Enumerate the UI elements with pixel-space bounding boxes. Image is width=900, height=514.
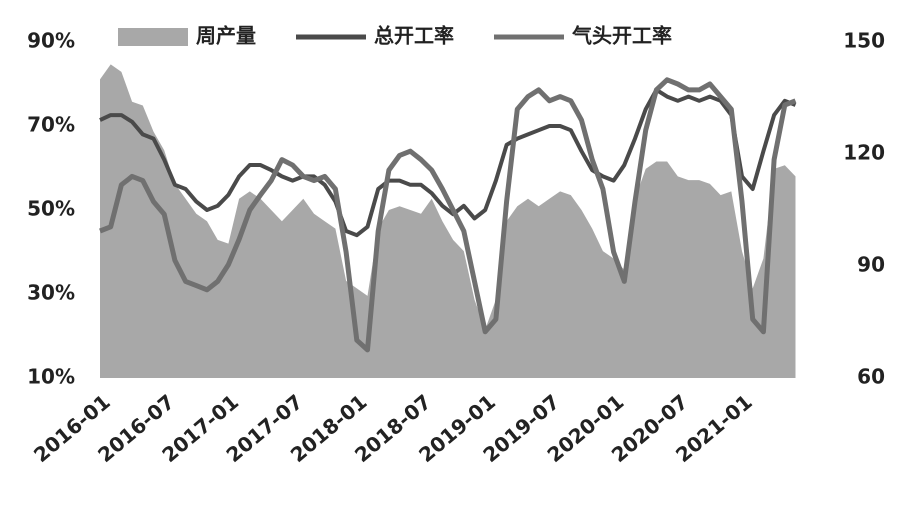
y-tick-label: 70% bbox=[27, 113, 75, 137]
legend-label: 总开工率 bbox=[374, 24, 454, 48]
y2-tick-label: 150 bbox=[843, 29, 885, 53]
area bbox=[100, 64, 796, 379]
legend-label: 周产量 bbox=[196, 24, 256, 48]
y2-tick-label: 120 bbox=[843, 141, 885, 165]
y-tick-label: 90% bbox=[27, 29, 75, 53]
legend-label: 气头开工率 bbox=[571, 24, 672, 48]
y2-tick-label: 60 bbox=[857, 365, 885, 389]
line bbox=[99, 87, 797, 238]
y-tick-label: 10% bbox=[27, 365, 75, 389]
y-tick-label: 50% bbox=[27, 197, 75, 221]
line bbox=[99, 77, 797, 353]
y2-tick-label: 90 bbox=[857, 253, 885, 277]
y-tick-label: 30% bbox=[27, 281, 75, 305]
legend-swatch bbox=[118, 28, 188, 46]
